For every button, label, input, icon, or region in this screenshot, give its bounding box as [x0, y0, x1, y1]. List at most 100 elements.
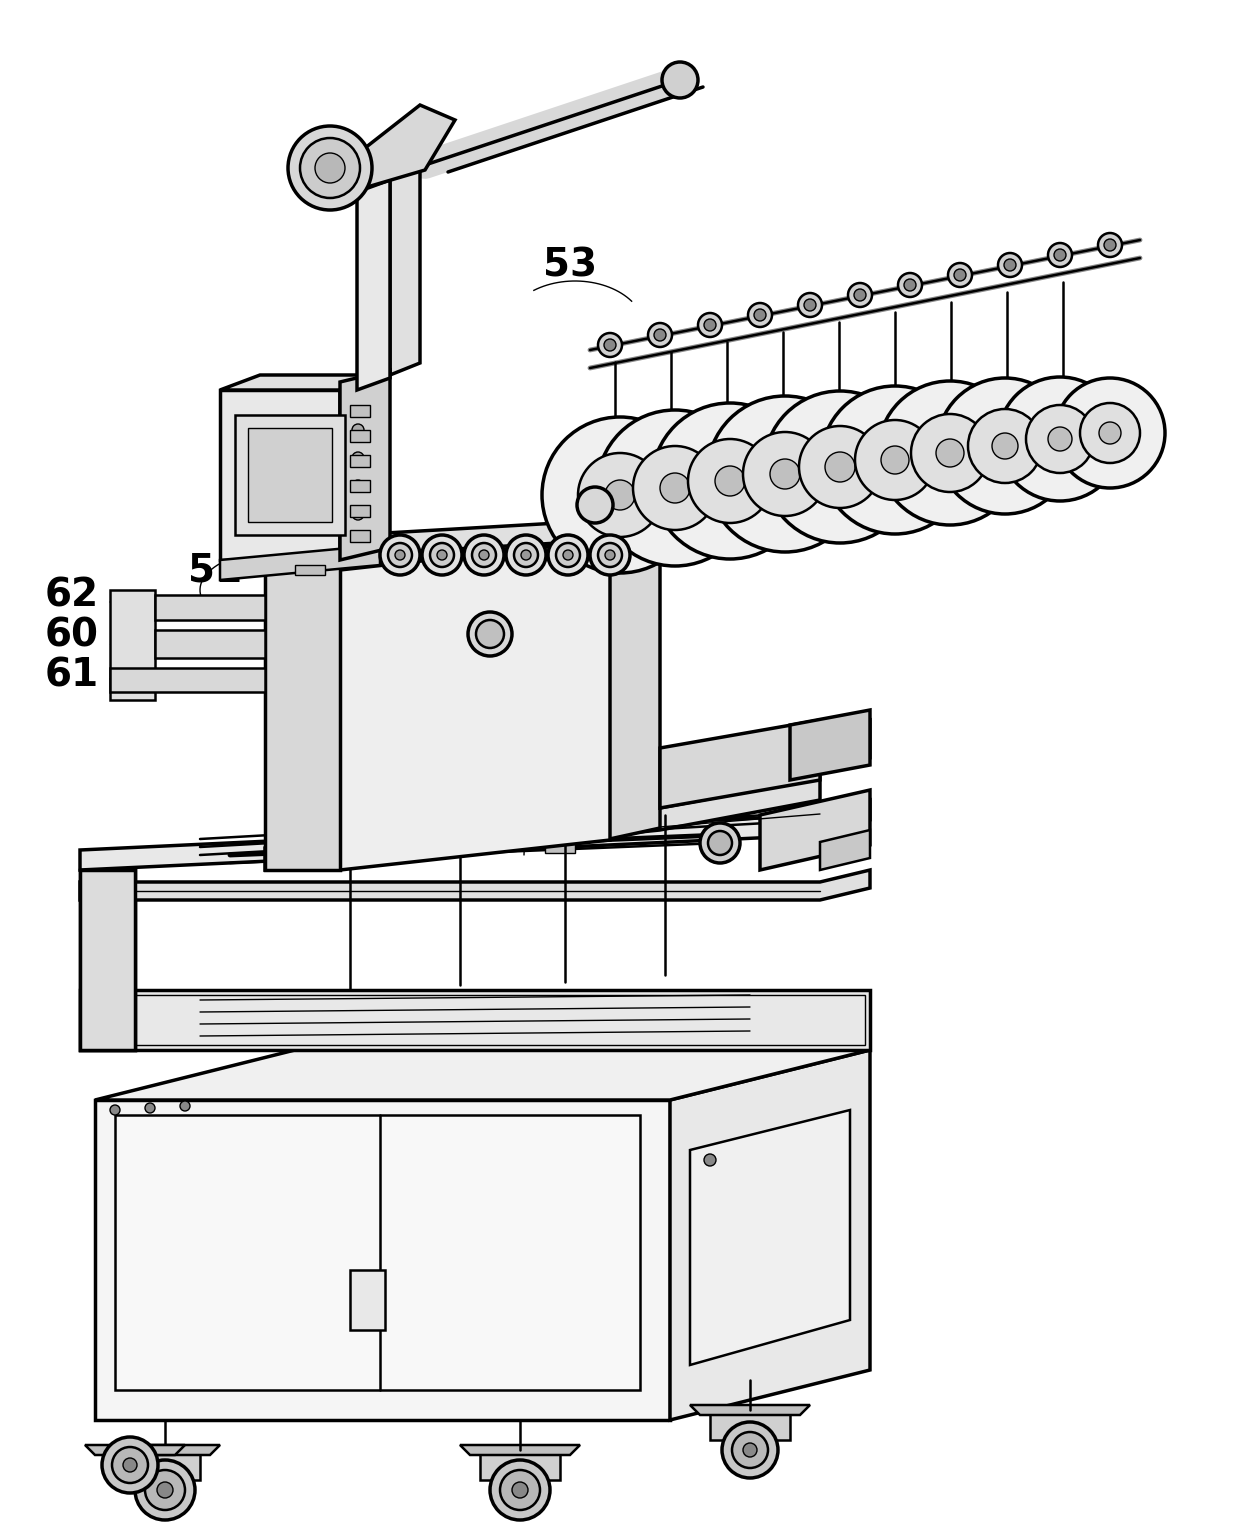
Polygon shape [86, 1445, 185, 1455]
Circle shape [548, 535, 588, 575]
Circle shape [848, 283, 872, 307]
Circle shape [770, 458, 800, 489]
Polygon shape [265, 559, 340, 869]
Circle shape [86, 961, 94, 969]
Circle shape [315, 153, 345, 183]
Circle shape [604, 339, 616, 351]
Polygon shape [81, 990, 870, 1050]
Circle shape [102, 915, 112, 924]
Circle shape [512, 1482, 528, 1497]
Polygon shape [265, 778, 820, 869]
Circle shape [490, 1459, 551, 1520]
Bar [248, 428, 332, 523]
Circle shape [126, 630, 136, 640]
Polygon shape [605, 539, 660, 840]
Bar [350, 504, 370, 516]
Circle shape [708, 831, 732, 856]
Circle shape [904, 280, 916, 290]
Circle shape [102, 1005, 112, 1015]
Circle shape [1099, 422, 1121, 445]
Polygon shape [790, 711, 870, 779]
Bar [350, 429, 370, 442]
Text: 53: 53 [543, 246, 598, 284]
Circle shape [479, 550, 489, 559]
Circle shape [880, 446, 909, 474]
Circle shape [467, 613, 512, 656]
Circle shape [649, 322, 672, 347]
Circle shape [472, 542, 496, 567]
Polygon shape [110, 1445, 219, 1455]
Circle shape [102, 944, 112, 955]
Circle shape [1054, 249, 1066, 261]
Circle shape [1004, 260, 1016, 270]
Polygon shape [81, 869, 135, 1050]
Polygon shape [340, 374, 379, 559]
Bar [350, 480, 370, 492]
Circle shape [102, 885, 112, 895]
Polygon shape [81, 869, 870, 900]
Circle shape [521, 550, 531, 559]
Text: 62: 62 [45, 576, 99, 614]
Circle shape [707, 396, 863, 552]
Polygon shape [480, 1450, 560, 1481]
Circle shape [992, 432, 1018, 458]
Circle shape [590, 535, 630, 575]
Polygon shape [110, 590, 155, 700]
Polygon shape [115, 1115, 640, 1390]
Circle shape [135, 1459, 195, 1520]
Circle shape [821, 387, 968, 533]
Circle shape [506, 535, 546, 575]
Polygon shape [820, 830, 870, 869]
Circle shape [476, 620, 503, 648]
Circle shape [701, 824, 740, 863]
Polygon shape [711, 1410, 790, 1439]
Circle shape [660, 474, 689, 503]
Polygon shape [820, 720, 870, 770]
Circle shape [352, 452, 365, 465]
Circle shape [157, 1482, 174, 1497]
Bar [350, 405, 370, 417]
Polygon shape [546, 833, 575, 853]
Circle shape [352, 423, 365, 435]
Circle shape [110, 1105, 120, 1115]
Circle shape [754, 309, 766, 321]
Circle shape [126, 601, 136, 610]
Circle shape [854, 289, 866, 301]
Circle shape [704, 1154, 715, 1166]
Circle shape [715, 466, 745, 497]
Circle shape [112, 1447, 148, 1484]
Polygon shape [689, 1109, 849, 1365]
Polygon shape [460, 1445, 580, 1455]
Circle shape [102, 1436, 157, 1493]
Circle shape [86, 1021, 94, 1028]
Circle shape [515, 542, 538, 567]
Circle shape [799, 293, 822, 316]
Circle shape [799, 426, 880, 507]
Circle shape [598, 542, 622, 567]
Circle shape [698, 313, 722, 338]
Polygon shape [219, 374, 379, 390]
Polygon shape [155, 594, 265, 620]
Bar [350, 530, 370, 542]
Circle shape [86, 992, 94, 999]
Circle shape [743, 1442, 756, 1458]
Text: 51: 51 [188, 552, 242, 588]
Circle shape [288, 125, 372, 209]
Circle shape [102, 1034, 112, 1045]
Polygon shape [340, 539, 610, 869]
Circle shape [898, 274, 923, 296]
Circle shape [1025, 405, 1094, 474]
Circle shape [464, 535, 503, 575]
Circle shape [145, 1470, 185, 1510]
Polygon shape [81, 869, 135, 1050]
Circle shape [352, 480, 365, 492]
Circle shape [298, 675, 308, 685]
Circle shape [722, 1423, 777, 1478]
Circle shape [1048, 243, 1073, 267]
Polygon shape [110, 668, 265, 692]
Circle shape [1097, 232, 1122, 257]
Circle shape [998, 254, 1022, 277]
Polygon shape [265, 507, 660, 559]
Circle shape [998, 377, 1122, 501]
Circle shape [764, 391, 916, 542]
